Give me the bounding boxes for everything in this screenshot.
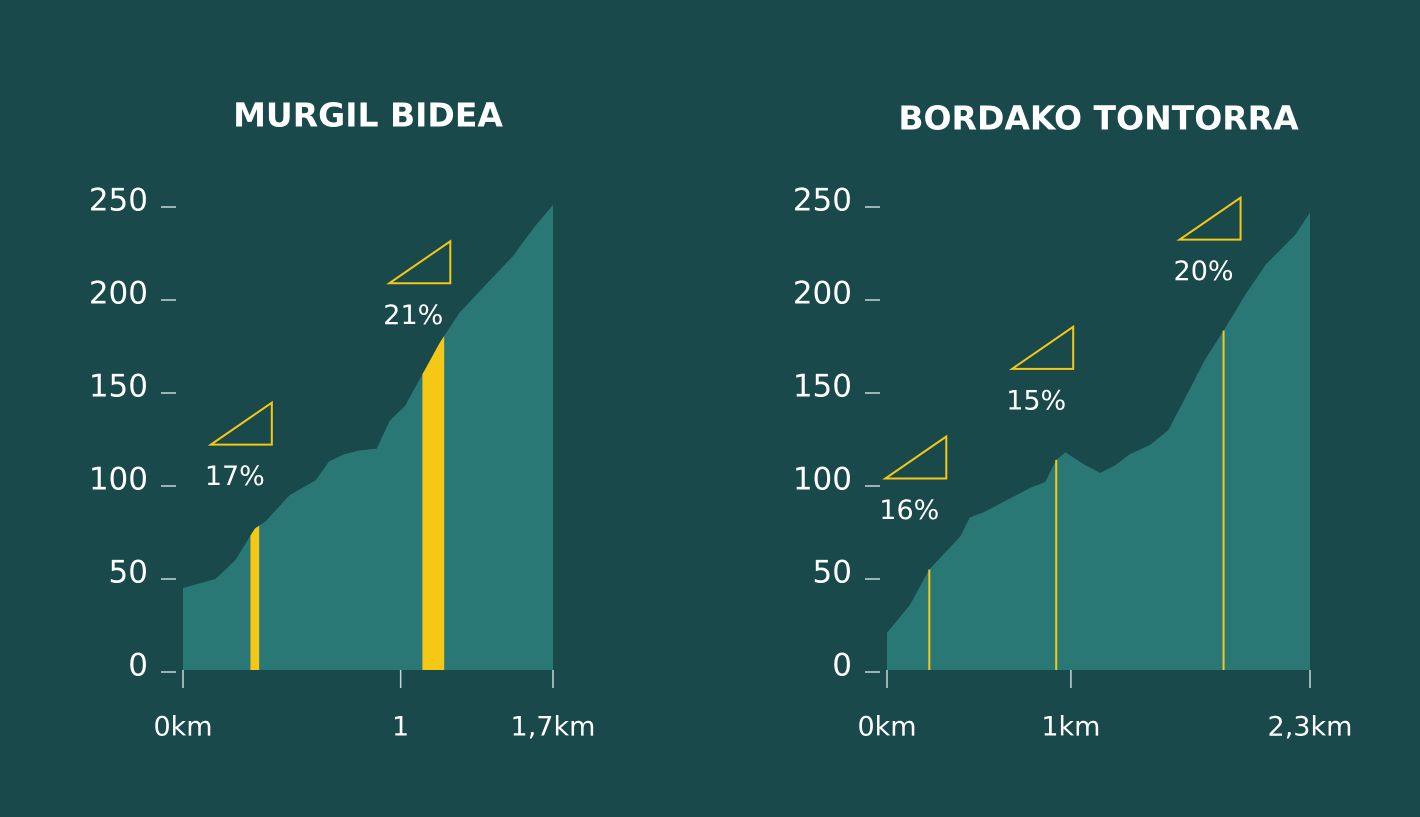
gradient-label: 20%: [1174, 256, 1234, 287]
gradient-icon: [1008, 324, 1075, 370]
y-tick-label: 0: [128, 648, 148, 684]
elevation-area: [183, 205, 553, 670]
gradient-label: 15%: [1006, 385, 1066, 416]
x-tick-label: 1,7km: [511, 712, 596, 743]
x-tick-label: 0km: [857, 712, 916, 743]
y-tick-label: 100: [89, 462, 148, 498]
y-tick-label: 250: [793, 183, 852, 219]
gradient-label: 16%: [879, 495, 939, 526]
y-tick-label: 100: [793, 462, 852, 498]
gradient-label: 21%: [383, 300, 443, 331]
x-tick-label: 1: [392, 712, 409, 743]
y-tick-label: 250: [89, 183, 148, 219]
steep-segment: [422, 336, 445, 670]
y-tick-label: 50: [109, 555, 148, 591]
y-tick-label: 200: [793, 276, 852, 312]
gradient-icon: [207, 400, 273, 446]
x-tick-label: 0km: [153, 712, 212, 743]
y-tick-label: 200: [89, 276, 148, 312]
gradient-icon: [882, 434, 948, 480]
x-tick-label: 2,3km: [1268, 712, 1353, 743]
gradient-icon: [1176, 195, 1242, 241]
chart-title: BORDAKO TONTORRA: [898, 99, 1299, 138]
steep-segment: [250, 525, 260, 670]
gradient-label: 17%: [205, 461, 265, 492]
x-tick-label: 1km: [1041, 712, 1100, 743]
y-tick-label: 0: [832, 648, 852, 684]
y-tick-label: 50: [813, 555, 852, 591]
chart-title: MURGIL BIDEA: [233, 96, 503, 135]
y-tick-label: 150: [793, 369, 852, 405]
gradient-icon: [386, 239, 452, 285]
elevation-area: [887, 212, 1310, 670]
y-tick-label: 150: [89, 369, 148, 405]
